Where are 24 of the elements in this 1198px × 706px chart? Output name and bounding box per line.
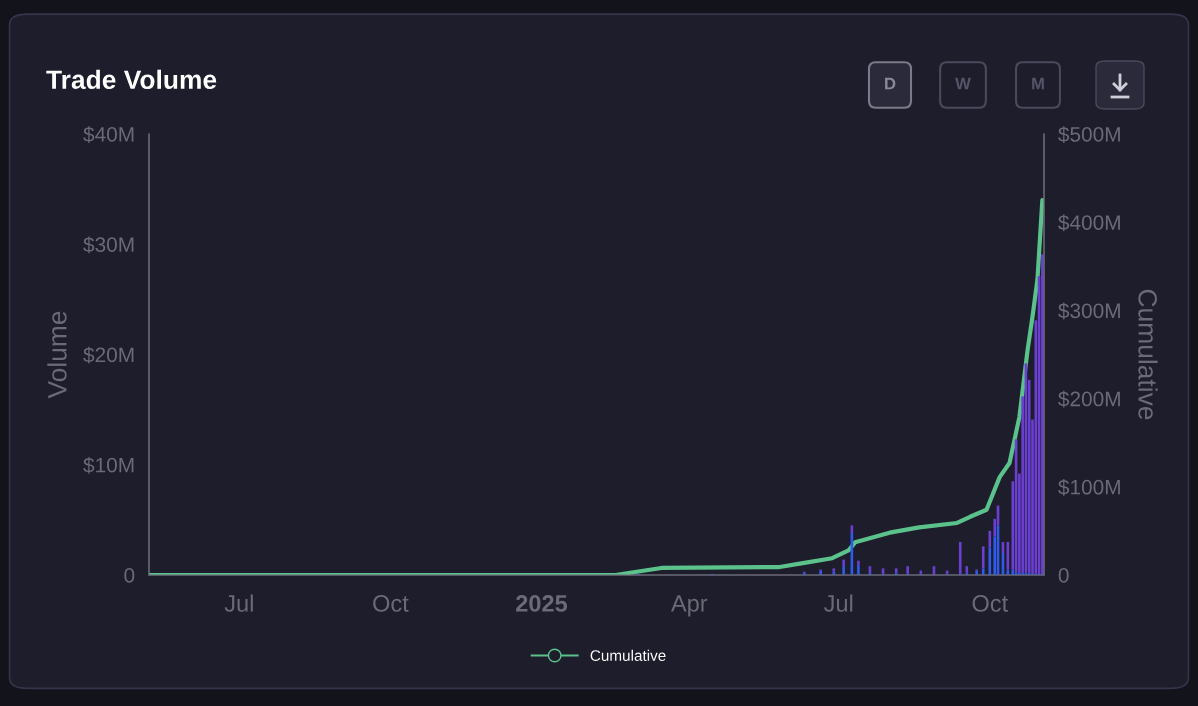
y2-tick-label: 0	[1058, 568, 1069, 583]
x-tick-label: 2025	[516, 595, 568, 612]
y2-axis-title: Cumulative	[1138, 289, 1158, 420]
y-tick-label: $40M	[83, 126, 134, 143]
x-tick-label: Jul	[224, 594, 253, 612]
x-tick-label: Oct	[373, 595, 409, 612]
y2-tick-label: $200M	[1058, 390, 1120, 408]
y-tick-label: $10M	[83, 456, 134, 474]
y2-tick-label: $400M	[1058, 214, 1120, 232]
text: D	[885, 77, 896, 90]
chart-title: Trade Volume	[46, 69, 217, 90]
y-tick-label: $20M	[83, 346, 134, 364]
x-tick-label: Oct	[972, 595, 1008, 612]
text: M	[1032, 77, 1044, 90]
y-tick-label: 0	[124, 568, 135, 583]
x-tick-label: Jul	[824, 594, 853, 612]
y2-tick-label: $100M	[1058, 478, 1120, 496]
y2-tick-label: $500M	[1058, 126, 1120, 143]
y-axis-title: Volume	[47, 311, 67, 399]
y-tick-label: $30M	[83, 236, 134, 254]
text: W	[955, 77, 971, 90]
x-tick-label: Apr	[670, 595, 708, 617]
y2-tick-label: $300M	[1058, 302, 1120, 320]
legend-label: Cumulative	[590, 649, 666, 661]
